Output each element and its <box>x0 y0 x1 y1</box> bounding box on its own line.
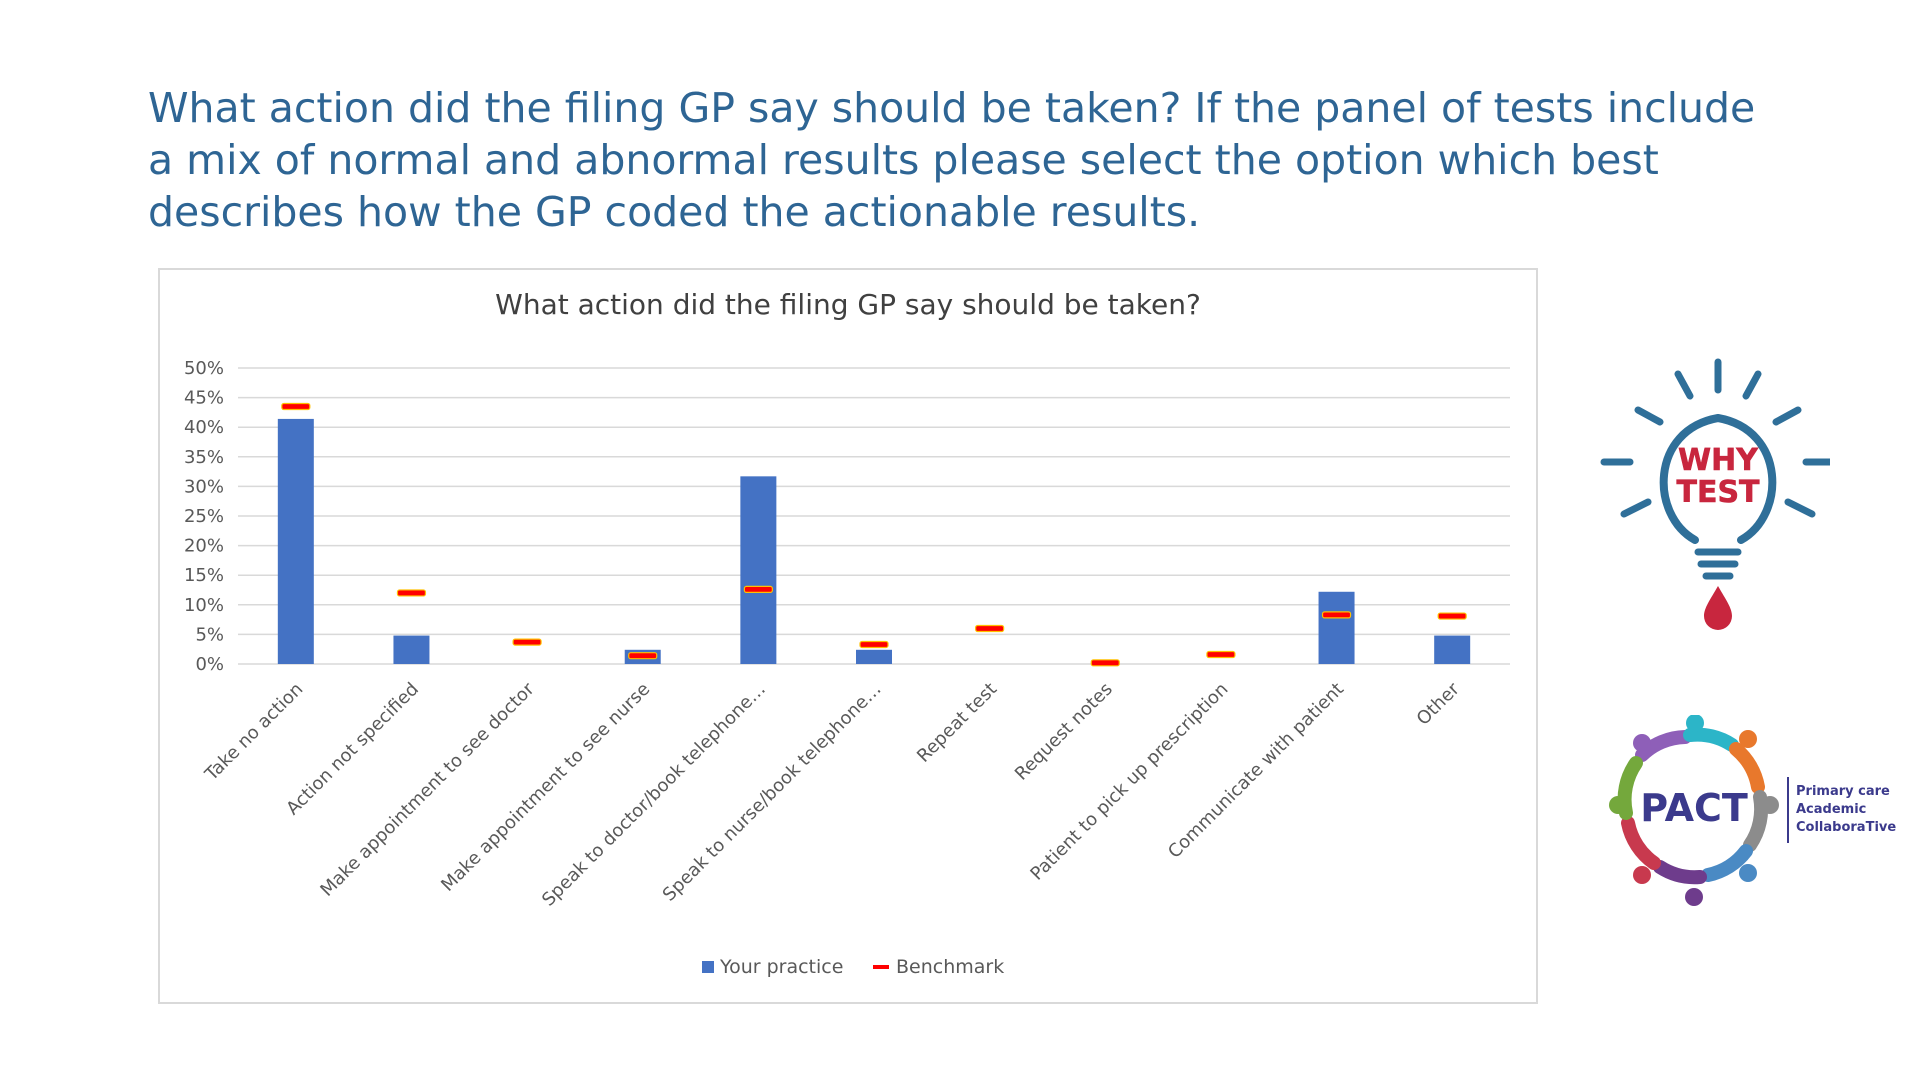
x-tick-label: Action not specified <box>282 679 423 820</box>
bar-chart: What action did the filing GP say should… <box>184 288 1510 978</box>
benchmark-marker <box>396 589 427 597</box>
legend-label-benchmark: Benchmark <box>896 956 1004 978</box>
pact-name: PACT <box>1640 786 1748 830</box>
pact-tagline-2: Academic <box>1796 802 1866 817</box>
benchmark-marker <box>1090 659 1120 667</box>
y-tick-label: 20% <box>184 536 224 557</box>
y-tick-label: 40% <box>184 417 224 438</box>
benchmark-marker <box>512 638 542 646</box>
y-tick-label: 5% <box>195 624 224 645</box>
bar <box>1434 635 1471 664</box>
bar <box>277 418 314 664</box>
people-circle-icon <box>1617 727 1769 885</box>
benchmark-marker <box>1206 650 1236 659</box>
legend: Your practice Benchmark <box>702 956 1004 978</box>
benchmark-marker <box>281 402 311 411</box>
bar <box>856 649 892 664</box>
bars-your-practice <box>277 418 1471 664</box>
why-test-logo: WHY TEST <box>1600 358 1830 630</box>
y-tick-label: 0% <box>195 654 224 675</box>
bar <box>1318 591 1355 664</box>
chart-title: What action did the filing GP say should… <box>495 288 1201 321</box>
slide-title: What action did the filing GP say should… <box>148 84 1756 236</box>
x-tick-label: Speak to nurse/book telephone… <box>659 679 886 906</box>
x-tick-label: Repeat test <box>913 679 1001 767</box>
bar <box>740 476 777 664</box>
x-tick-label: Request notes <box>1011 679 1117 785</box>
y-tick-label: 25% <box>184 506 224 527</box>
y-tick-label: 30% <box>184 476 224 497</box>
pact-tagline-3: CollaboraTive <box>1796 820 1896 835</box>
y-tick-label: 50% <box>184 358 224 379</box>
benchmark-marker <box>1437 612 1467 620</box>
benchmark-marker <box>1321 611 1352 619</box>
y-tick-label: 10% <box>184 595 224 616</box>
legend-swatch-benchmark <box>873 965 889 969</box>
test-text: TEST <box>1676 475 1760 510</box>
x-tick-label: Other <box>1413 678 1464 729</box>
markers-benchmark <box>281 402 1467 667</box>
legend-swatch-your-practice <box>702 961 714 973</box>
bar <box>393 635 430 664</box>
y-tick-label: 35% <box>184 447 224 468</box>
lightbulb-icon <box>1659 413 1777 544</box>
chart-frame <box>158 268 1538 1004</box>
benchmark-marker <box>975 624 1005 633</box>
benchmark-marker <box>859 640 889 649</box>
x-tick-label: Make appointment to see nurse <box>437 679 654 896</box>
legend-label-your-practice: Your practice <box>719 956 843 978</box>
grid-lines <box>238 367 1510 665</box>
blood-drop-icon <box>1704 586 1732 630</box>
benchmark-marker <box>628 652 658 660</box>
x-tick-label: Speak to doctor/book telephone… <box>538 679 770 911</box>
pact-tagline-1: Primary care <box>1796 784 1890 799</box>
y-tick-label: 45% <box>184 388 224 409</box>
why-text: WHY <box>1678 443 1759 478</box>
benchmark-marker <box>743 585 773 594</box>
pact-logo: PACT Primary care Academic CollaboraTive <box>1609 715 1896 906</box>
y-tick-label: 15% <box>184 565 224 586</box>
x-tick-label: Take no action <box>200 679 307 786</box>
light-rays-icon <box>1600 358 1830 518</box>
x-tick-label: Patient to pick up prescription <box>1026 679 1232 885</box>
x-tick-label: Make appointment to see doctor <box>316 678 539 901</box>
y-axis-ticks: 0% 5% 10% 15% 20% 25% 30% 35% 40% 45% 50% <box>184 358 224 675</box>
